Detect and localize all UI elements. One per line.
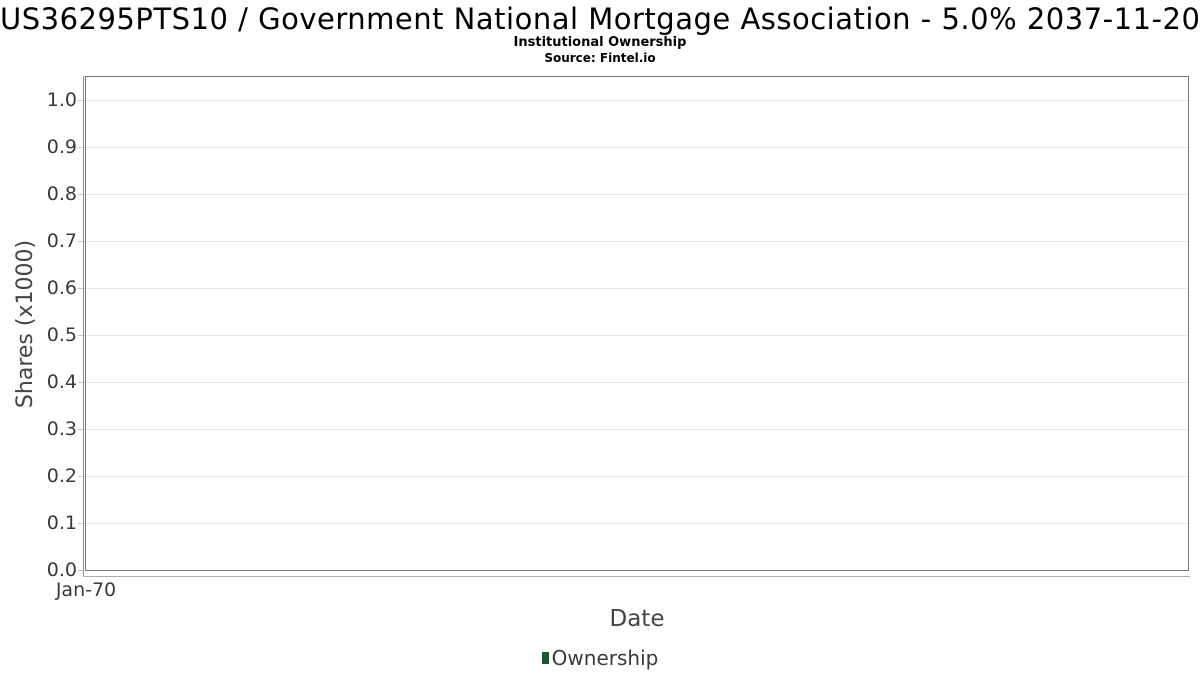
x-tick-label: Jan-70	[55, 579, 117, 601]
y-tick-mark	[78, 241, 83, 242]
gridline	[86, 194, 1188, 195]
y-tick-label: 0.9	[46, 136, 77, 158]
x-axis-line	[83, 576, 1190, 577]
chart-source: Source: Fintel.io	[544, 51, 656, 65]
y-tick-label: 0.3	[46, 418, 77, 440]
y-tick-label: 0.2	[46, 465, 77, 487]
x-axis-title: Date	[609, 606, 665, 632]
y-tick-label: 0.4	[46, 371, 77, 393]
chart-title: US36295PTS10 / Government National Mortg…	[0, 2, 1200, 36]
gridline	[86, 288, 1188, 289]
gridline	[86, 382, 1188, 383]
y-tick-mark	[78, 100, 83, 101]
y-axis-line	[83, 76, 84, 577]
y-tick-label: 0.1	[46, 512, 77, 534]
y-tick-mark	[78, 147, 83, 148]
y-tick-label: 1.0	[46, 89, 77, 111]
y-tick-label: 0.6	[46, 277, 77, 299]
gridline	[86, 476, 1188, 477]
legend: Ownership	[0, 646, 1200, 670]
gridline	[86, 429, 1188, 430]
plot-area	[85, 76, 1189, 571]
y-tick-label: 0.5	[46, 324, 77, 346]
gridline	[86, 100, 1188, 101]
gridline	[86, 523, 1188, 524]
y-tick-mark	[78, 523, 83, 524]
legend-marker-icon	[541, 652, 549, 664]
y-tick-label: 0.0	[46, 559, 77, 581]
y-tick-mark	[78, 429, 83, 430]
chart-subtitle: Institutional Ownership	[513, 35, 687, 50]
y-tick-mark	[78, 335, 83, 336]
y-tick-mark	[78, 570, 83, 571]
y-tick-mark	[78, 194, 83, 195]
y-tick-mark	[78, 382, 83, 383]
gridline	[86, 147, 1188, 148]
gridline	[86, 241, 1188, 242]
gridline	[86, 335, 1188, 336]
y-tick-label: 0.7	[46, 230, 77, 252]
y-tick-label: 0.8	[46, 183, 77, 205]
y-tick-mark	[78, 288, 83, 289]
y-tick-mark	[78, 476, 83, 477]
legend-label: Ownership	[551, 646, 659, 670]
